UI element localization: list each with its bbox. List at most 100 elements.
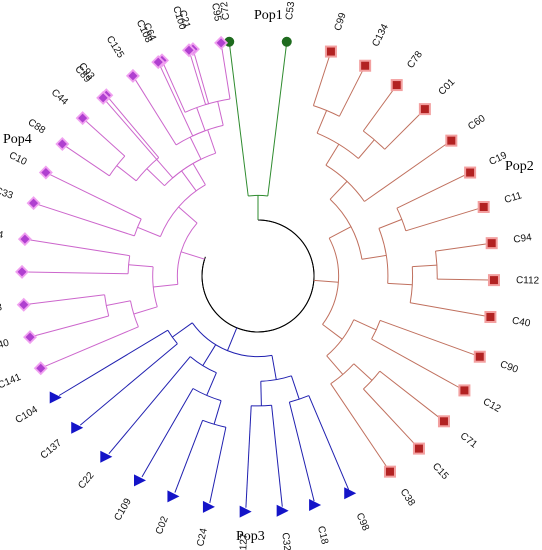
branch-line	[379, 319, 477, 356]
leaf-label-c140: C140	[0, 338, 11, 355]
branch-line	[364, 142, 449, 202]
branch-line	[128, 264, 154, 268]
branch-line	[437, 278, 491, 281]
branch-line	[44, 326, 139, 368]
branch-line	[378, 218, 402, 229]
branch-arc	[248, 194, 268, 197]
branch-line	[260, 381, 262, 406]
triangle-icon	[49, 391, 62, 404]
square-icon	[460, 386, 469, 395]
leaf-label-c125: C125	[104, 34, 126, 60]
square-icon	[414, 444, 423, 453]
square-icon	[447, 136, 456, 145]
branch-line	[326, 355, 344, 375]
branch-line	[202, 344, 217, 366]
branch-line	[137, 226, 161, 238]
pop2-label: Pop2	[505, 159, 534, 174]
triangle-icon	[309, 498, 322, 511]
square-icon	[439, 417, 448, 426]
branch-arc	[191, 322, 273, 358]
branch-arc	[289, 395, 309, 403]
branch-line	[85, 120, 126, 157]
root-ring	[201, 219, 315, 333]
branch-line	[196, 107, 206, 131]
branch-line	[267, 45, 287, 197]
branch-line	[217, 101, 224, 126]
branch-line	[174, 420, 204, 493]
branch-arc	[152, 266, 158, 307]
leaf-label-c98: C98	[354, 511, 371, 533]
branch-line	[338, 69, 364, 117]
diamond-icon	[128, 71, 138, 81]
leaf-label-c60: C60	[466, 113, 488, 133]
branch-arc	[316, 132, 359, 159]
branch-line	[384, 111, 423, 150]
branch-line	[49, 173, 142, 220]
leaf-label-c141: C141	[0, 372, 23, 392]
square-icon	[420, 105, 429, 114]
triangle-icon	[239, 505, 252, 518]
leaf-label-c109: C109	[112, 496, 134, 523]
triangle-icon	[344, 487, 357, 500]
branch-line	[245, 405, 252, 508]
branch-line	[308, 395, 350, 490]
branch-line	[271, 405, 283, 507]
diamond-icon	[25, 332, 35, 342]
branch-arc	[201, 219, 315, 333]
leaf-label-c38: C38	[398, 487, 418, 509]
branch-line	[37, 203, 135, 237]
leaf-label-c15: C15	[430, 461, 451, 482]
branch-line	[116, 165, 137, 182]
branch-arc	[409, 266, 414, 303]
triangle-icon	[134, 474, 146, 487]
leaf-label-c72: C72	[219, 1, 232, 21]
branch-line	[353, 319, 377, 331]
branch-line	[133, 306, 158, 315]
diamond-icon	[153, 57, 163, 67]
diamond-icon	[36, 363, 46, 373]
branch-line	[353, 363, 373, 381]
branch-line	[316, 110, 328, 134]
leaf-label-c71: C71	[458, 431, 480, 451]
branch-line	[209, 427, 227, 504]
branch-line	[189, 53, 207, 105]
branch-arc	[325, 164, 365, 202]
diamond-icon	[29, 198, 39, 208]
branch-line	[329, 181, 348, 200]
square-icon	[487, 239, 496, 248]
branch-line	[405, 207, 481, 232]
leaf-label-c90: C90	[498, 359, 519, 376]
leaf-label-c54: C54	[0, 227, 4, 241]
square-icon	[489, 276, 498, 285]
branch-line	[178, 206, 198, 224]
branch-arc	[371, 320, 381, 340]
branch-line	[290, 375, 300, 400]
branch-line	[193, 52, 210, 104]
diamond-icon	[57, 139, 67, 149]
branch-line	[25, 271, 129, 275]
leaf-label-c53: C53	[284, 1, 297, 21]
branch-arc	[363, 370, 381, 390]
branch-line	[163, 63, 186, 113]
branch-line	[65, 145, 110, 177]
leaf-label-c95: C95	[209, 2, 223, 22]
branch-line	[371, 338, 462, 389]
square-icon	[326, 47, 335, 56]
diamond-icon	[19, 300, 29, 310]
branch-line	[79, 343, 178, 426]
triangle-icon	[276, 504, 289, 517]
circle-icon	[281, 36, 292, 47]
leaf-label-c134: C134	[370, 22, 391, 49]
leaf-label-c10: C10	[7, 150, 29, 168]
branch-arc	[133, 218, 142, 237]
branch-line	[58, 329, 169, 396]
square-icon	[475, 352, 484, 361]
branch-arc	[172, 152, 216, 179]
branch-line	[387, 282, 413, 286]
branch-line	[180, 251, 205, 260]
branch-line	[328, 226, 352, 239]
branch-line	[358, 139, 375, 159]
branch-line	[27, 294, 105, 305]
leaf-label-c22: C22	[76, 470, 97, 491]
leaf-label-c18: C18	[315, 525, 330, 546]
